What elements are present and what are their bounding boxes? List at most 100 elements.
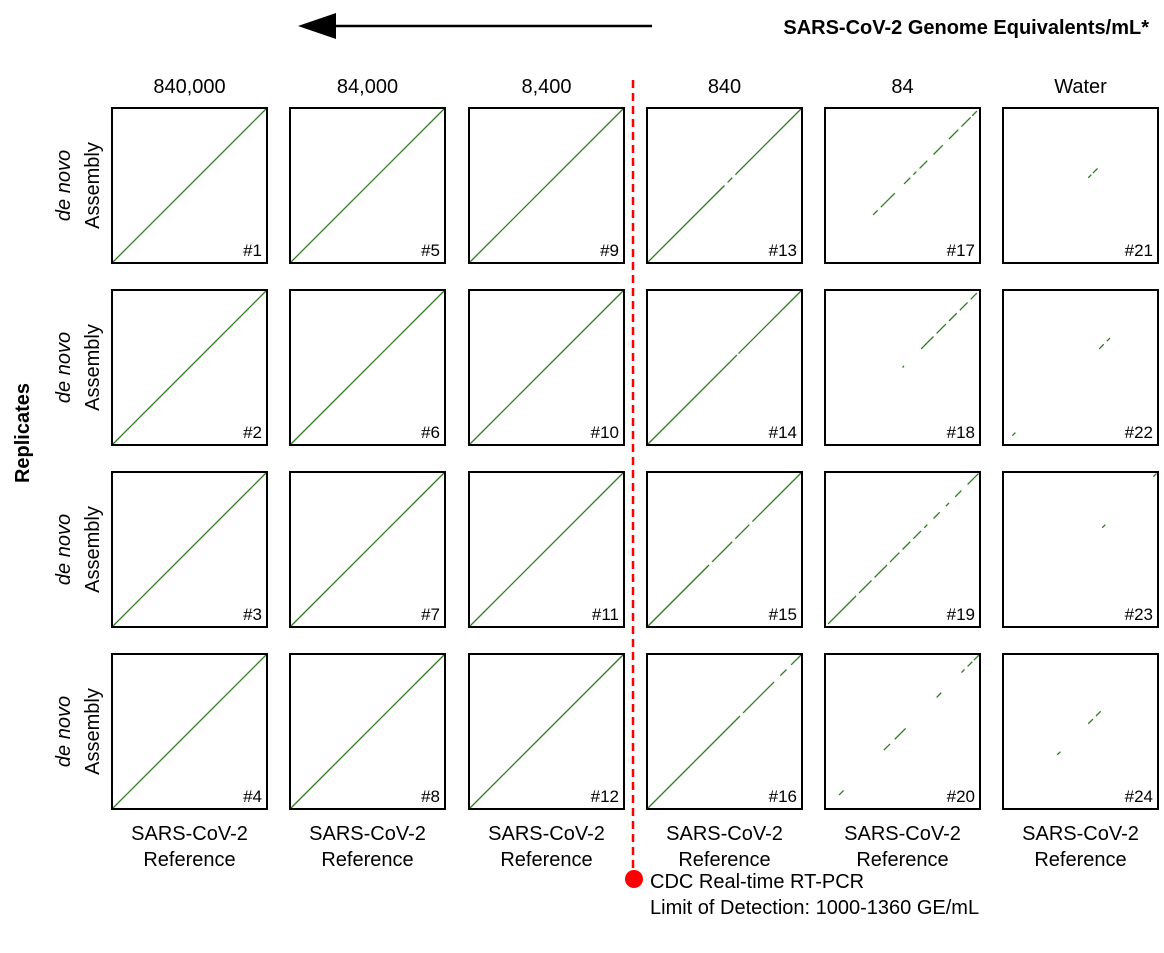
panel-frame (824, 107, 981, 264)
row-label-normal: Assembly (82, 324, 104, 411)
alignment-segment (1095, 710, 1102, 717)
alignment-segment (111, 471, 268, 628)
dot-plot-panel: #17 (824, 107, 981, 264)
row-labels: de novo Assembly de novo Assembly de novo Ass… (53, 142, 104, 775)
alignment-segment (737, 289, 803, 355)
x-axis-label-line2: Reference (500, 849, 592, 871)
panel-id-label: #14 (769, 423, 797, 442)
panel-id-label: #20 (947, 787, 975, 806)
dot-plot-panel: #19 (824, 471, 981, 628)
alignment-segment (734, 524, 750, 540)
dot-plot-panel: #20 (824, 653, 981, 810)
panel-frame (646, 653, 803, 810)
alignment-segment (889, 552, 900, 563)
alignment-segment (858, 580, 872, 594)
lod-annotation: CDC Real-time RT-PCR Limit of Detection:… (625, 80, 979, 919)
x-axis-label-line2: Reference (1034, 849, 1126, 871)
dot-plot-panel: #6 (289, 289, 446, 446)
panel-id-label: #3 (243, 605, 262, 624)
panel-id-label: #22 (1125, 423, 1153, 442)
panel-frame (289, 471, 446, 628)
panel-frame (289, 653, 446, 810)
dot-plot-panel: #21 (1002, 107, 1159, 264)
dot-plot-panel: #2 (111, 289, 268, 446)
row-label-italic: de novo (53, 150, 75, 221)
dot-plot-panel: #18 (824, 289, 981, 446)
alignment-segment (883, 743, 891, 751)
dot-plot-panel: #7 (289, 471, 446, 628)
alignment-segment (960, 116, 972, 128)
alignment-segment (646, 564, 710, 628)
alignment-segment (945, 502, 950, 507)
alignment-segment (948, 312, 958, 322)
x-axis-label-line1: SARS-CoV-2 (844, 823, 961, 845)
dot-plot-panel: #8 (289, 653, 446, 810)
alignment-segment (874, 564, 888, 578)
panel-id-label: #23 (1125, 605, 1153, 624)
dot-plot-panel: #22 (1002, 289, 1159, 446)
x-axis-label-line2: Reference (678, 849, 770, 871)
alignment-segment (646, 715, 741, 810)
alignment-segment (1101, 524, 1106, 529)
header-title: SARS-CoV-2 Genome Equivalents/mL* (783, 17, 1149, 39)
panel-frame (111, 107, 268, 264)
alignment-segment (971, 110, 978, 117)
x-axis-label-line1: SARS-CoV-2 (488, 823, 605, 845)
dot-plot-panel: #3 (111, 471, 268, 628)
x-axis-label-line2: Reference (321, 849, 413, 871)
panel-frame (111, 653, 268, 810)
alignment-segment (919, 160, 928, 169)
column-label: 84,000 (337, 76, 398, 98)
dot-plot-panel: #1 (111, 107, 268, 264)
panel-id-label: #15 (769, 605, 797, 624)
panel-frame (111, 289, 268, 446)
alignment-segment (967, 661, 973, 667)
x-axis-label-line1: SARS-CoV-2 (309, 823, 426, 845)
header-arrow-head (298, 13, 336, 39)
alignment-segment (289, 289, 446, 446)
panel-frame (1002, 107, 1159, 264)
x-axis-label-line2: Reference (856, 849, 948, 871)
x-axis-label-line2: Reference (143, 849, 235, 871)
alignment-segment (959, 301, 969, 311)
alignment-segment (289, 107, 446, 264)
panel-id-label: #5 (421, 241, 440, 260)
panel-frame (289, 289, 446, 446)
alignment-segment (111, 653, 268, 810)
dot-plot-panel: #5 (289, 107, 446, 264)
panel-frame (824, 289, 981, 446)
alignment-segment (923, 524, 928, 529)
panel-id-label: #2 (243, 423, 262, 442)
row-label-normal: Assembly (82, 688, 104, 775)
alignment-segment (827, 595, 857, 625)
panel-id-label: #1 (243, 241, 262, 260)
alignment-segment (779, 669, 787, 677)
alignment-segment (1092, 167, 1099, 174)
panel-frame (646, 107, 803, 264)
dot-plot-panel: #11 (468, 471, 625, 628)
lod-label-line1: CDC Real-time RT-PCR (650, 871, 864, 893)
x-axis-label-line1: SARS-CoV-2 (666, 823, 783, 845)
panel-id-label: #24 (1125, 787, 1153, 806)
panel-frame (1002, 289, 1159, 446)
panel-id-label: #19 (947, 605, 975, 624)
lod-marker (625, 870, 643, 888)
alignment-segment (711, 541, 733, 563)
panel-id-label: #16 (769, 787, 797, 806)
alignment-segment (872, 209, 879, 216)
column-label: 840,000 (153, 76, 225, 98)
panel-id-label: #4 (243, 787, 262, 806)
alignment-segment (289, 471, 446, 628)
alignment-segment (1098, 343, 1105, 350)
panel-frame (468, 289, 625, 446)
panel-id-label: #9 (600, 241, 619, 260)
column-label: 8,400 (521, 76, 571, 98)
alignment-segment (933, 511, 941, 519)
column-label: 84 (891, 76, 913, 98)
row-label-normal: Assembly (82, 506, 104, 593)
dot-plot-panel: #16 (646, 653, 803, 810)
alignment-segment (289, 653, 446, 810)
lod-label-line2: Limit of Detection: 1000-1360 GE/mL (650, 897, 979, 919)
panel-id-label: #7 (421, 605, 440, 624)
